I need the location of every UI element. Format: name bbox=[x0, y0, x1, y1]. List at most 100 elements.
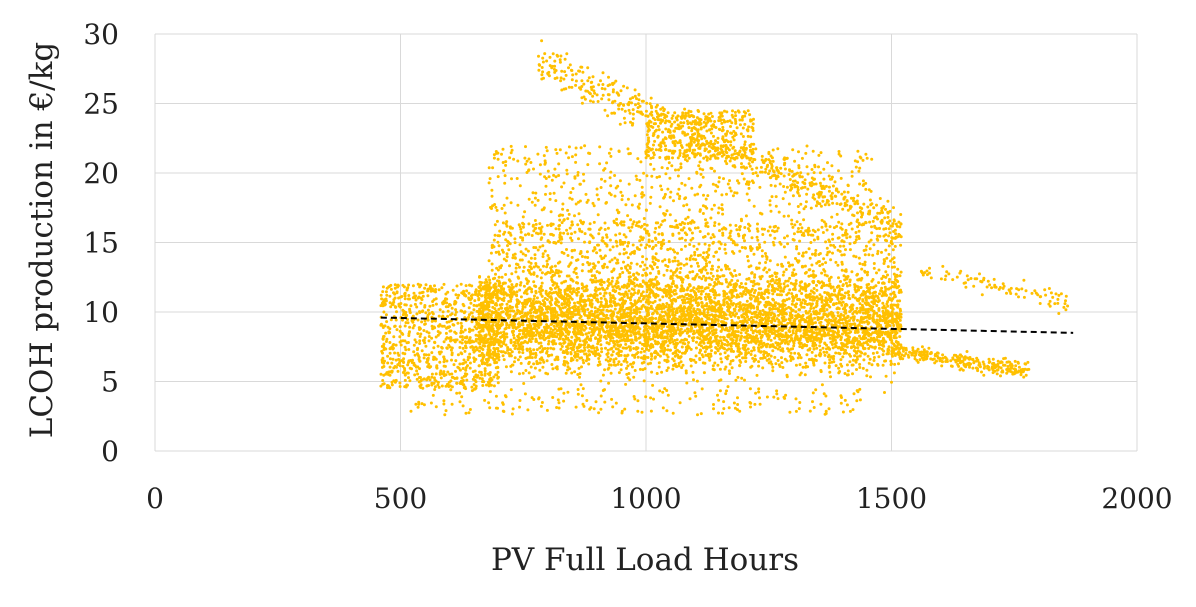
data-point bbox=[620, 316, 624, 320]
data-point bbox=[561, 337, 565, 341]
data-point bbox=[871, 316, 874, 320]
data-point bbox=[785, 335, 789, 339]
data-point bbox=[778, 337, 782, 341]
data-point bbox=[533, 366, 537, 370]
data-point bbox=[539, 292, 543, 296]
data-point bbox=[572, 343, 576, 347]
data-point bbox=[850, 363, 854, 367]
data-point bbox=[712, 339, 716, 343]
data-point bbox=[774, 301, 778, 305]
data-point bbox=[746, 336, 750, 340]
data-point bbox=[837, 333, 841, 337]
data-point bbox=[665, 369, 669, 372]
data-point bbox=[856, 340, 860, 344]
data-point bbox=[744, 356, 748, 360]
data-point bbox=[723, 351, 727, 355]
data-point bbox=[897, 327, 901, 331]
data-point bbox=[888, 277, 891, 281]
data-point bbox=[845, 331, 849, 335]
data-point bbox=[602, 313, 606, 317]
data-point bbox=[786, 321, 790, 325]
data-point bbox=[851, 312, 855, 316]
data-point bbox=[601, 317, 605, 321]
data-point bbox=[728, 310, 732, 314]
data-point bbox=[626, 364, 630, 368]
data-point bbox=[555, 365, 559, 369]
data-point bbox=[529, 365, 533, 369]
data-point bbox=[759, 356, 763, 360]
data-point bbox=[673, 354, 677, 358]
data-point bbox=[759, 312, 763, 316]
data-point bbox=[803, 302, 807, 305]
data-point bbox=[599, 343, 603, 347]
data-point bbox=[595, 310, 599, 314]
data-point bbox=[795, 302, 798, 306]
data-point bbox=[731, 274, 735, 278]
data-point bbox=[858, 262, 862, 266]
data-point bbox=[836, 329, 840, 333]
data-point bbox=[694, 346, 698, 350]
data-point bbox=[855, 329, 859, 333]
data-point bbox=[596, 363, 600, 367]
data-point bbox=[555, 324, 559, 328]
data-point bbox=[510, 350, 514, 354]
data-point bbox=[766, 280, 770, 284]
data-point bbox=[798, 289, 802, 293]
data-point bbox=[579, 315, 583, 318]
data-point bbox=[697, 308, 701, 312]
data-point bbox=[619, 353, 623, 357]
data-point bbox=[532, 362, 536, 366]
data-point bbox=[611, 294, 615, 298]
data-point bbox=[599, 335, 603, 339]
data-point bbox=[806, 320, 810, 324]
data-point bbox=[494, 313, 498, 317]
data-point bbox=[848, 297, 852, 301]
data-point bbox=[537, 326, 541, 329]
data-point bbox=[635, 352, 639, 356]
data-point bbox=[716, 322, 720, 326]
data-point bbox=[602, 305, 606, 309]
data-point bbox=[824, 318, 828, 322]
data-point bbox=[889, 359, 893, 363]
data-point bbox=[509, 370, 513, 374]
data-point bbox=[792, 344, 796, 348]
data-point bbox=[793, 351, 797, 355]
data-point bbox=[654, 342, 658, 346]
data-point bbox=[719, 335, 722, 339]
data-point bbox=[659, 335, 663, 339]
data-point bbox=[546, 310, 550, 314]
data-point bbox=[705, 302, 709, 306]
data-point bbox=[732, 285, 736, 289]
data-point bbox=[774, 362, 778, 366]
data-point bbox=[688, 357, 692, 361]
data-point bbox=[517, 347, 521, 351]
data-point bbox=[584, 332, 588, 336]
data-point bbox=[845, 363, 849, 367]
data-point bbox=[639, 350, 643, 354]
data-point bbox=[713, 301, 717, 305]
data-point bbox=[587, 298, 591, 302]
data-point bbox=[795, 293, 798, 297]
data-point bbox=[666, 315, 670, 319]
data-point bbox=[638, 310, 642, 314]
data-point bbox=[892, 261, 896, 264]
data-point bbox=[781, 273, 785, 277]
data-point bbox=[534, 340, 538, 343]
data-point bbox=[648, 326, 652, 330]
data-point bbox=[671, 333, 675, 337]
data-point bbox=[885, 352, 889, 356]
data-point bbox=[604, 337, 608, 341]
data-point bbox=[587, 362, 591, 366]
data-point bbox=[702, 274, 706, 278]
data-point bbox=[572, 287, 575, 291]
data-point bbox=[784, 279, 788, 283]
data-point bbox=[580, 365, 583, 369]
data-point bbox=[550, 353, 554, 357]
data-point bbox=[735, 283, 739, 286]
data-point bbox=[847, 293, 851, 297]
data-point bbox=[696, 320, 700, 324]
data-point bbox=[578, 375, 581, 379]
data-point bbox=[563, 305, 567, 309]
data-point bbox=[622, 330, 626, 334]
data-point bbox=[730, 366, 734, 370]
